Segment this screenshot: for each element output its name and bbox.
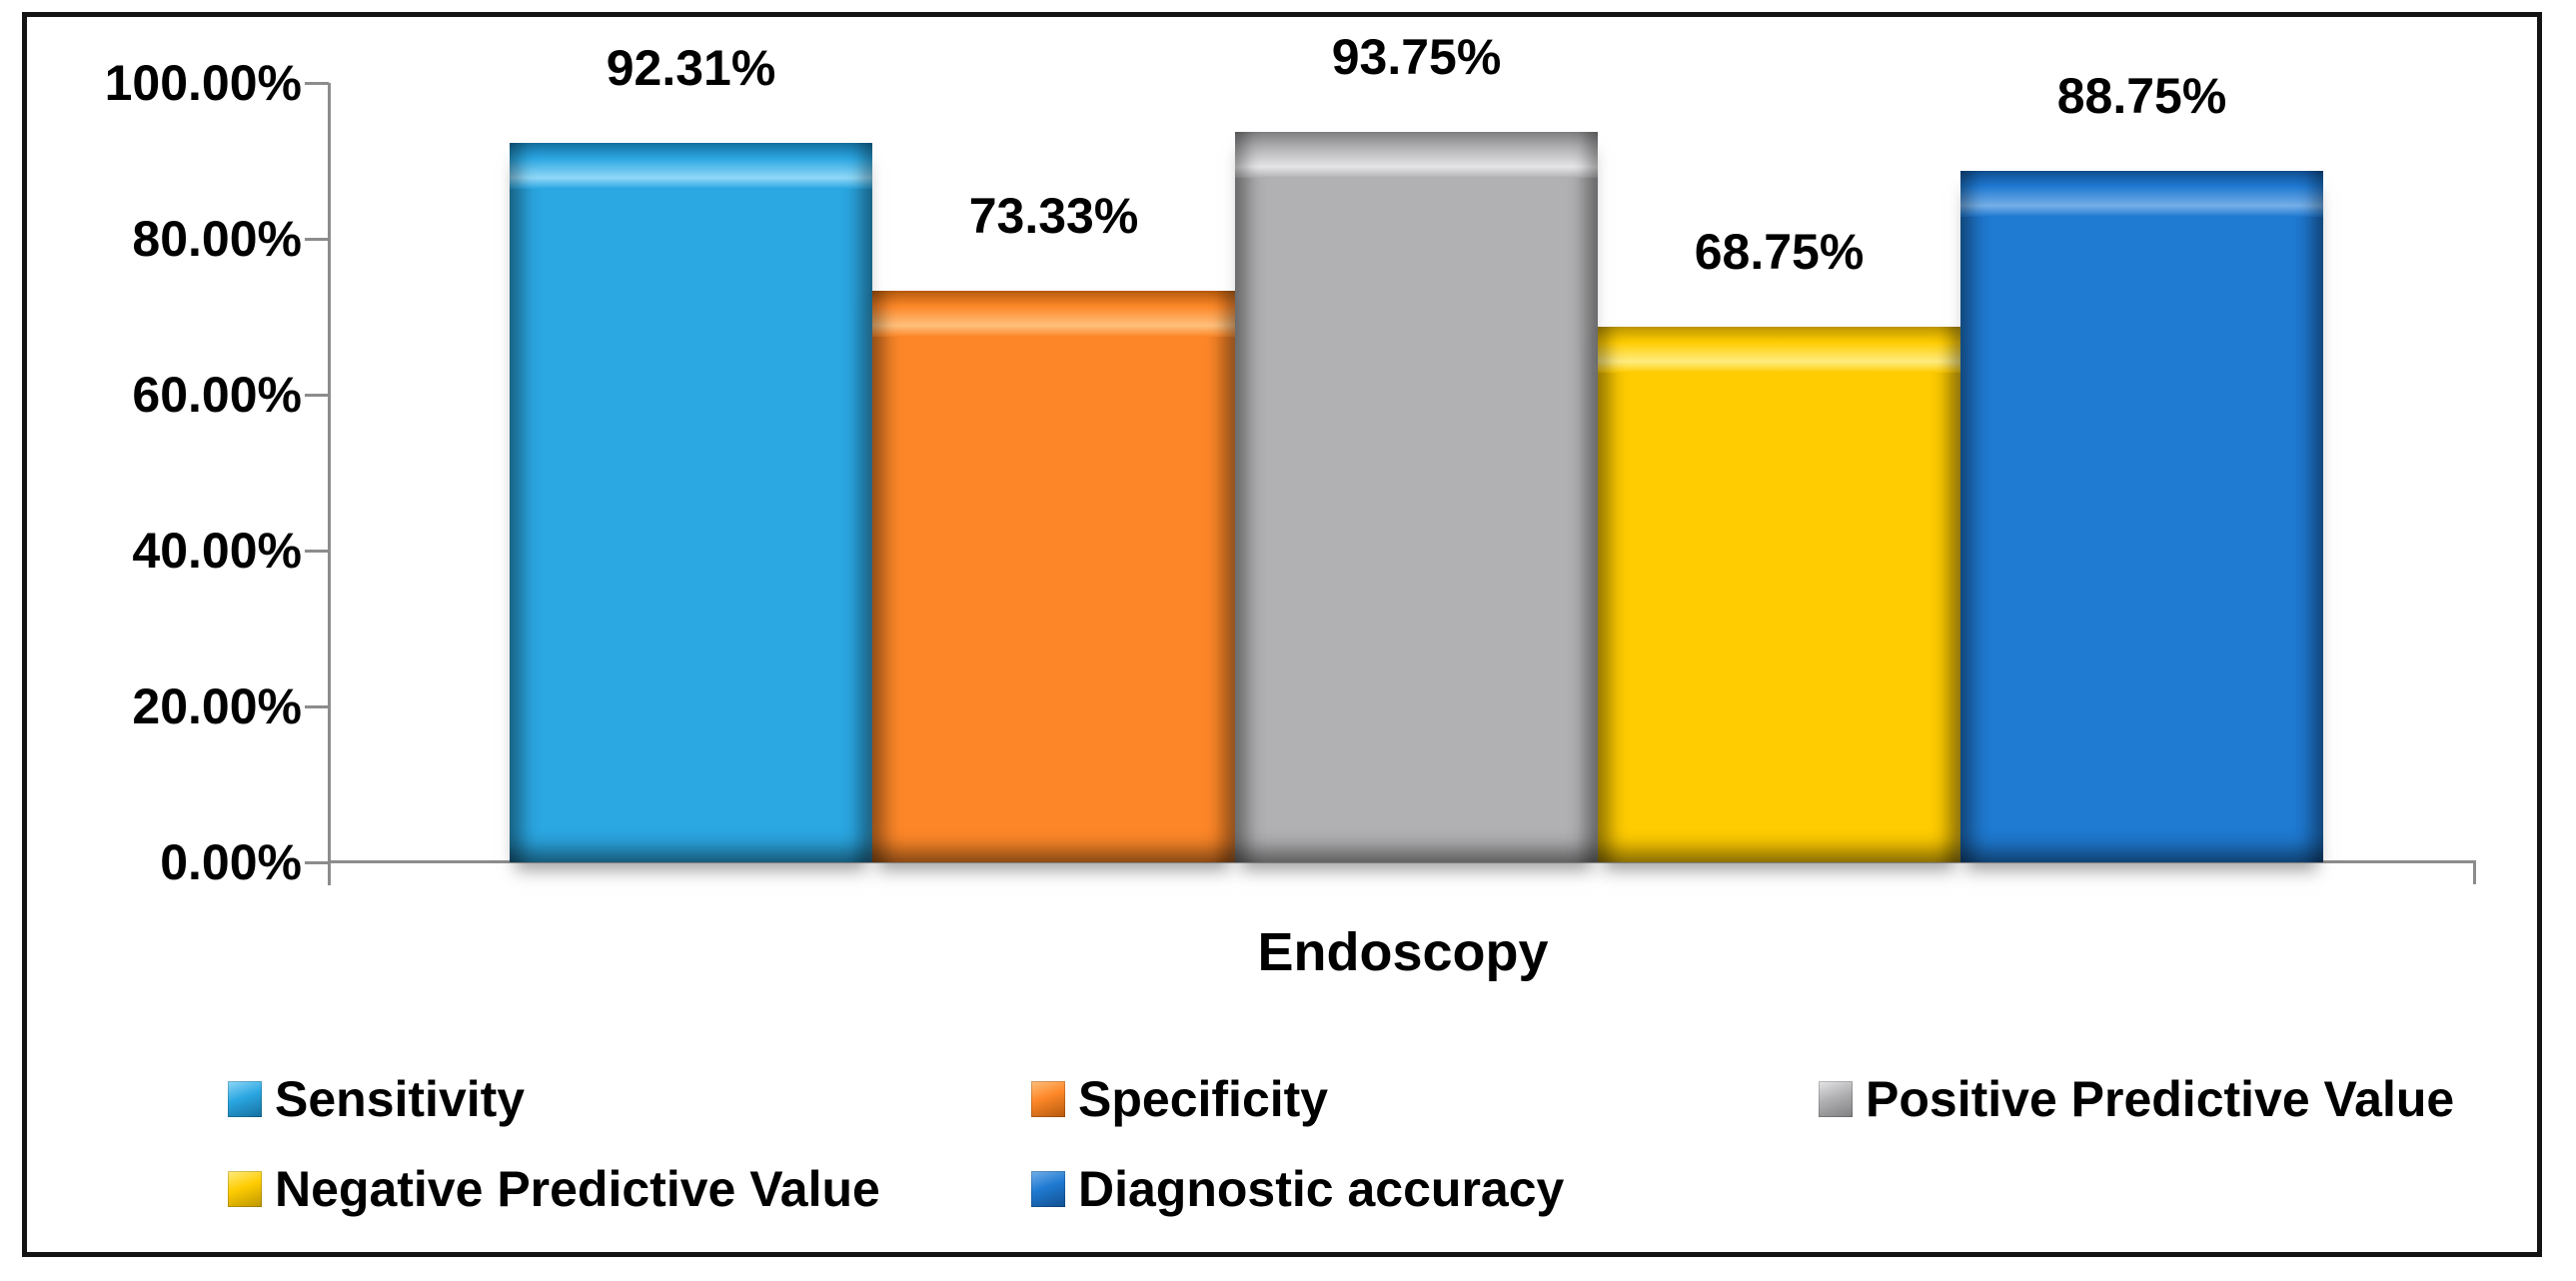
- y-axis-tick-label: 40.00%: [132, 523, 302, 579]
- bar-diagnostic-accuracy: [1960, 170, 2323, 862]
- legend-swatch-positive-predictive-value: [1819, 1081, 1853, 1117]
- y-axis-tick-label: 80.00%: [132, 211, 302, 267]
- legend-item-diagnostic-accuracy: Diagnostic accuracy: [1031, 1163, 1564, 1215]
- value-label-sensitivity: 92.31%: [606, 39, 776, 96]
- bar-top-bevel: [1598, 326, 1960, 373]
- bar-top-bevel: [872, 291, 1235, 338]
- legend-item-sensitivity: Sensitivity: [228, 1073, 525, 1125]
- legend-swatch-sensitivity: [228, 1081, 262, 1117]
- legend-label-positive-predictive-value: Positive Predictive Value: [1866, 1071, 2455, 1127]
- legend-swatch-diagnostic-accuracy: [1031, 1171, 1065, 1207]
- y-axis-tick-label: 100.00%: [104, 55, 302, 111]
- y-axis-tick: [305, 861, 329, 864]
- legend-label-sensitivity: Sensitivity: [275, 1071, 526, 1127]
- y-axis-line: [328, 83, 331, 885]
- value-label-negative-predictive-value: 68.75%: [1694, 223, 1865, 280]
- legend-swatch-specificity: [1031, 1081, 1065, 1117]
- legend-label-negative-predictive-value: Negative Predictive Value: [275, 1161, 880, 1217]
- bar-positive-predictive-value: [1235, 131, 1598, 862]
- legend-swatch-negative-predictive-value: [228, 1171, 262, 1207]
- legend-label-diagnostic-accuracy: Diagnostic accuracy: [1078, 1161, 1565, 1217]
- x-axis-end-tick: [2473, 860, 2476, 884]
- bar-negative-predictive-value: [1598, 326, 1960, 862]
- value-label-specificity: 73.33%: [968, 188, 1139, 245]
- value-label-positive-predictive-value: 93.75%: [1331, 28, 1502, 85]
- legend-item-negative-predictive-value: Negative Predictive Value: [228, 1163, 880, 1215]
- legend-label-specificity: Specificity: [1078, 1071, 1329, 1127]
- y-axis-tick-label: 60.00%: [132, 367, 302, 423]
- bar-top-bevel: [1960, 170, 2323, 217]
- y-axis-tick: [305, 705, 329, 708]
- legend-item-specificity: Specificity: [1031, 1073, 1328, 1125]
- bar-top-bevel: [510, 142, 872, 189]
- y-axis-tick-label: 20.00%: [132, 678, 302, 734]
- y-axis-tick: [305, 82, 329, 85]
- y-axis-tick-label: 0.00%: [160, 834, 302, 890]
- bar-specificity: [872, 291, 1235, 862]
- legend-item-positive-predictive-value: Positive Predictive Value: [1819, 1073, 2454, 1125]
- y-axis-tick: [305, 238, 329, 241]
- bar-sensitivity: [510, 142, 872, 862]
- bar-top-bevel: [1235, 131, 1598, 178]
- y-axis-tick: [305, 394, 329, 397]
- y-axis-tick: [305, 550, 329, 553]
- value-label-diagnostic-accuracy: 88.75%: [2056, 67, 2227, 124]
- x-axis-label: Endoscopy: [1257, 922, 1549, 982]
